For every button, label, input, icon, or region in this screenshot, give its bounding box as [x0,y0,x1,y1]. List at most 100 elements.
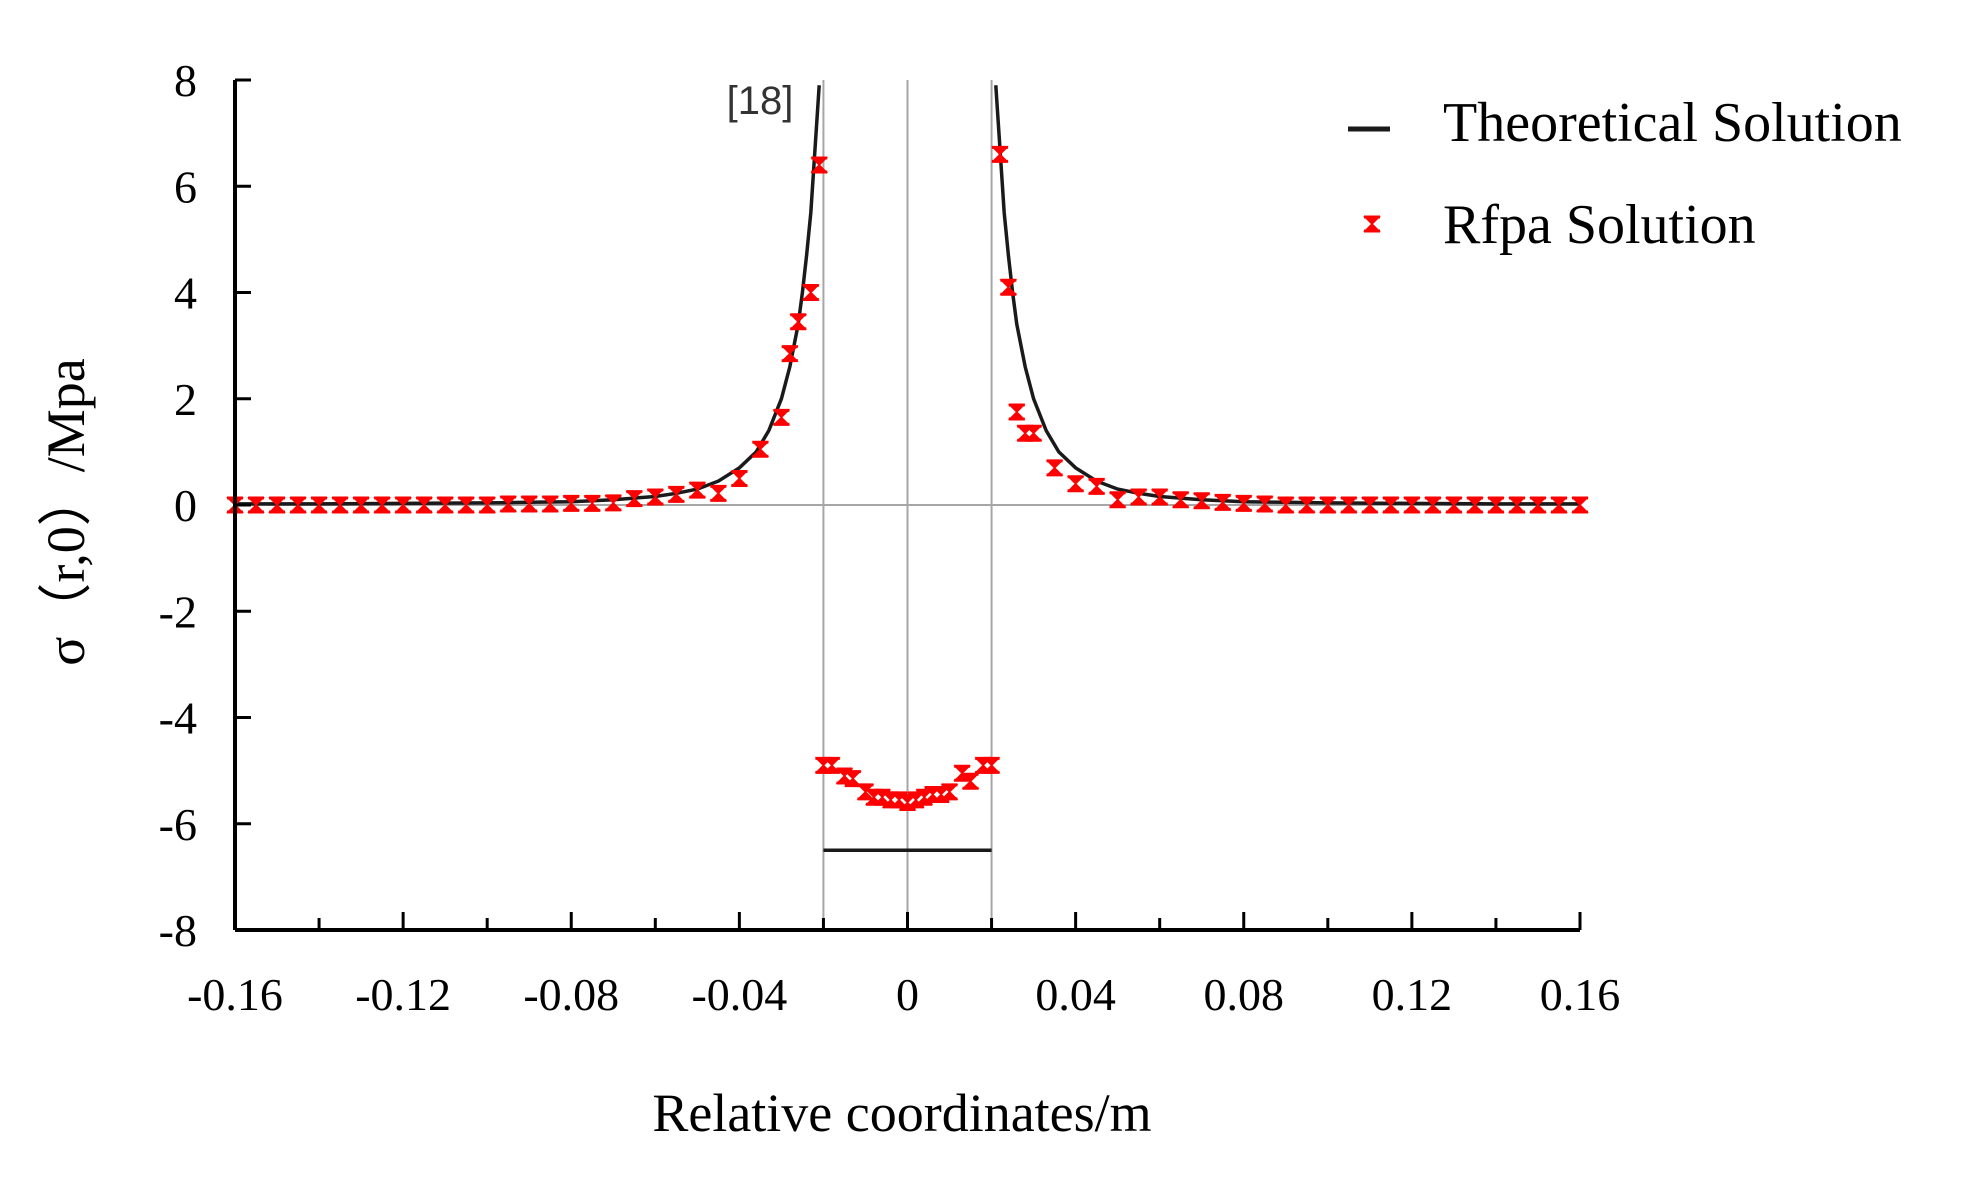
rfpa-data-point [856,783,875,801]
rfpa-data-point [1276,496,1295,514]
rfpa-data-point [520,495,539,513]
y-axis-title: σ（r,0）/Mpa [36,358,96,665]
rfpa-data-point [789,313,808,331]
rfpa-data-point [1403,496,1421,514]
rfpa-data-point [499,495,518,513]
legend-theory-label: Theoretical Solution [1443,92,1902,154]
rfpa-data-point [802,284,820,301]
rfpa-data-point [709,484,728,502]
theory-line-segment [235,85,821,506]
rfpa-data-point [1445,496,1463,514]
y-tick-label: 8 [174,55,197,106]
legend: Theoretical Solution Rfpa Solution [1348,92,1902,256]
rfpa-data-point [1255,495,1274,513]
rfpa-data-point [1550,496,1568,514]
x-tick-label: 0.12 [1372,969,1453,1020]
rfpa-data-point [1234,494,1253,512]
rfpa-data-point [1213,493,1232,511]
rfpa-data-point [1045,459,1064,477]
y-tick-label: -2 [159,586,197,637]
rfpa-data-point [982,756,1001,774]
rfpa-data-point [1024,424,1043,442]
rfpa-data-point [562,494,581,512]
rfpa-data-point [331,496,349,514]
rfpa-data-point [1508,496,1526,514]
x-tick-label: 0.04 [1035,969,1116,1020]
rfpa-data-point [1129,488,1148,506]
rfpa-data-point [667,485,686,503]
rfpa-data-point [835,767,854,785]
y-tick-label: -8 [159,905,197,956]
legend-rfpa-symbol [1363,215,1381,233]
x-tick-label: 0.08 [1204,969,1285,1020]
x-tick-label: 0.16 [1540,969,1621,1020]
rfpa-data-point [940,783,959,801]
rfpa-data-point [907,791,925,809]
reference-lines [235,80,1580,930]
theoretical-solution-series [235,85,1580,853]
x-axis-title: Relative coordinates/m [652,1083,1151,1143]
y-tick-label: 2 [174,374,197,425]
rfpa-data-point [1361,496,1379,514]
rfpa-data-point [373,496,391,514]
reference-annotation: [18] [727,79,794,123]
rfpa-data-point [268,496,286,514]
rfpa-data-point [991,145,1009,163]
rfpa-data-point [961,772,980,790]
rfpa-data-point [310,496,328,514]
rfpa-data-point [289,496,307,514]
x-tick-label: -0.08 [523,969,619,1020]
rfpa-data-point [1171,491,1190,509]
theory-line-segment [994,85,1580,506]
rfpa-data-point [873,788,892,806]
x-tick-label: 0 [896,969,919,1020]
rfpa-data-point [953,764,971,782]
y-tick-label: 6 [174,161,197,212]
y-tick-label: 0 [174,480,197,531]
rfpa-data-point [1297,496,1316,514]
legend-rfpa-marker [1363,215,1381,233]
rfpa-data-point [1150,488,1169,506]
rfpa-data-point [541,495,560,513]
rfpa-data-point [352,496,370,514]
x-tick-label: -0.16 [187,969,283,1020]
rfpa-data-point [436,496,454,514]
rfpa-data-point [457,496,475,514]
rfpa-data-point [1066,475,1085,493]
ticks: 8 6 4 2 0 -2 -4 -6 -8 -0.16 -0.12 -0.08 -0.04 0 0.04 0.… [159,55,1621,1020]
x-tick-label: -0.12 [355,969,451,1020]
rfpa-data-point [730,469,749,487]
rfpa-data-point [646,488,665,506]
rfpa-data-point [1108,491,1127,509]
rfpa-data-point [810,156,829,174]
y-tick-label: 4 [174,268,197,319]
rfpa-data-point [772,408,791,426]
rfpa-data-point [751,440,770,458]
legend-rfpa-label: Rfpa Solution [1443,194,1756,256]
rfpa-data-point [781,345,799,363]
rfpa-data-point [1424,496,1442,514]
rfpa-data-point [1318,496,1337,514]
rfpa-data-point [1466,496,1484,514]
x-tick-label: -0.04 [691,969,787,1020]
rfpa-data-point [625,490,644,508]
rfpa-data-point [583,494,602,512]
rfpa-data-point [1571,496,1589,514]
rfpa-data-point [247,496,265,514]
rfpa-data-point [1192,492,1211,510]
rfpa-data-point [604,494,623,512]
rfpa-data-point [1487,496,1505,514]
rfpa-data-point [1340,496,1358,514]
rfpa-data-point [478,496,496,514]
rfpa-data-point [1382,496,1400,514]
rfpa-data-point [1087,477,1106,495]
rfpa-data-point [394,496,412,514]
rfpa-data-point [415,496,433,514]
y-tick-label: -6 [159,799,197,850]
rfpa-data-point [688,481,707,499]
rfpa-data-point [823,756,841,774]
rfpa-data-point [1007,403,1026,421]
rfpa-solution-series [226,145,1589,811]
rfpa-data-point [999,278,1018,296]
